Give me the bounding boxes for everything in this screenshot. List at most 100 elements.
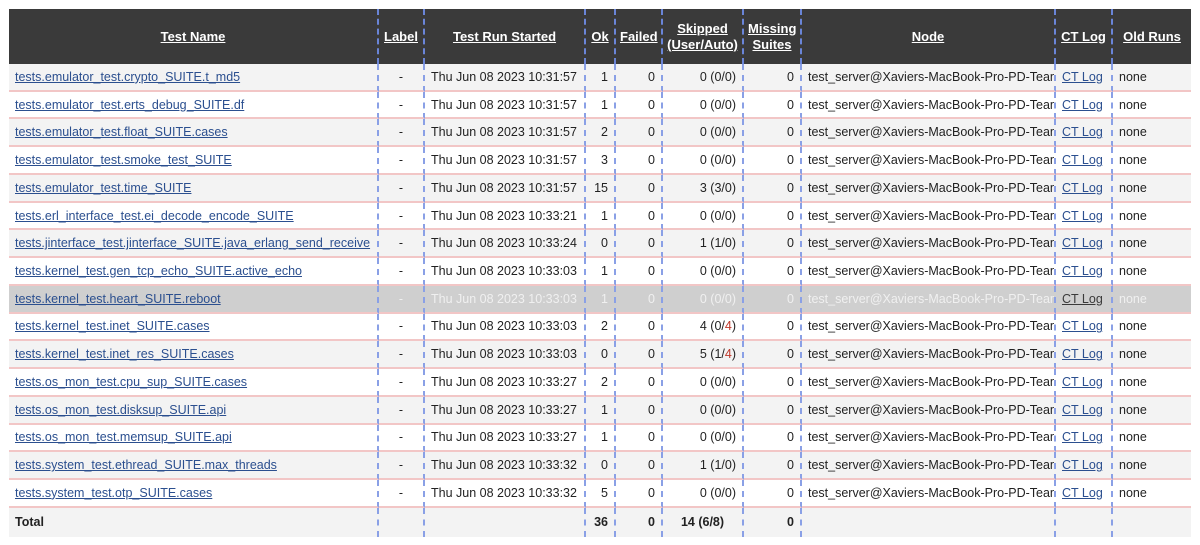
- col-header-skipped[interactable]: Skipped (User/Auto): [663, 9, 744, 64]
- ct-log-link[interactable]: CT Log: [1062, 264, 1103, 278]
- missing-cell: 0: [744, 424, 802, 453]
- node-cell: test_server@Xaviers-MacBook-Pro-PD-Team: [802, 91, 1056, 120]
- auto-skipped-value: 0: [724, 458, 732, 473]
- test-name-link[interactable]: tests.kernel_test.inet_SUITE.cases: [15, 319, 210, 334]
- failed-cell: 0: [616, 119, 663, 148]
- skipped-close: ): [731, 153, 736, 168]
- table-row[interactable]: tests.kernel_test.inet_SUITE.cases - Thu J…: [9, 313, 1191, 342]
- test-name-link[interactable]: tests.kernel_test.heart_SUITE.reboot: [15, 291, 221, 306]
- missing-cell: 0: [744, 91, 802, 120]
- table-row[interactable]: tests.os_mon_test.memsup_SUITE.api - Thu J…: [9, 424, 1191, 453]
- ct-log-link[interactable]: CT Log: [1062, 180, 1103, 195]
- col-header-label[interactable]: Label: [379, 9, 425, 64]
- ct-log-link[interactable]: CT Log: [1062, 319, 1103, 334]
- col-header-test-name[interactable]: Test Name: [9, 9, 379, 64]
- test-name-link[interactable]: tests.os_mon_test.cpu_sup_SUITE.cases: [15, 374, 248, 389]
- missing-header-line1: Missing: [748, 20, 797, 36]
- label-cell: -: [379, 341, 425, 370]
- test-name-link[interactable]: tests.jinterface_test.jinterface_SUITE.j…: [15, 236, 371, 251]
- col-header-ct-log[interactable]: CT Log: [1056, 9, 1113, 64]
- ok-cell: 2: [586, 119, 616, 148]
- started-cell: Thu Jun 08 2023 10:33:27: [425, 396, 586, 425]
- table-row[interactable]: tests.kernel_test.inet_res_SUITE.cases - T…: [9, 341, 1191, 370]
- test-name-link[interactable]: tests.emulator_test.time_SUITE: [15, 180, 192, 195]
- ct-log-link[interactable]: CT Log: [1062, 374, 1103, 389]
- table-row[interactable]: tests.emulator_test.erts_debug_SUITE.df -…: [9, 91, 1191, 120]
- test-name-link[interactable]: tests.os_mon_test.memsup_SUITE.api: [15, 430, 232, 445]
- ok-cell: 1: [586, 285, 616, 314]
- started-cell: Thu Jun 08 2023 10:33:03: [425, 258, 586, 286]
- test-name-link[interactable]: tests.emulator_test.erts_debug_SUITE.df: [15, 97, 245, 112]
- failed-cell: 0: [616, 258, 663, 286]
- table-row[interactable]: tests.emulator_test.crypto_SUITE.t_md5 - T…: [9, 64, 1191, 92]
- col-header-old-runs[interactable]: Old Runs: [1123, 28, 1181, 44]
- table-row[interactable]: tests.emulator_test.float_SUITE.cases - Th…: [9, 119, 1191, 148]
- node-cell: test_server@Xaviers-MacBook-Pro-PD-Team: [802, 119, 1056, 148]
- skipped-cell: 4 (0/4): [663, 313, 744, 342]
- test-name-link[interactable]: tests.erl_interface_test.ei_decode_encod…: [15, 208, 294, 223]
- table-row[interactable]: tests.emulator_test.time_SUITE - Thu Jun 0…: [9, 174, 1191, 203]
- node-cell: test_server@Xaviers-MacBook-Pro-PD-Team: [802, 396, 1056, 425]
- ct-log-link[interactable]: CT Log: [1062, 236, 1103, 251]
- skipped-value: 3 (3/: [699, 180, 725, 195]
- table-row[interactable]: tests.jinterface_test.jinterface_SUITE.j…: [9, 230, 1191, 259]
- test-name-link[interactable]: tests.system_test.otp_SUITE.cases: [15, 485, 213, 500]
- col-header-failed[interactable]: Failed: [616, 9, 663, 64]
- table-row[interactable]: tests.emulator_test.smoke_test_SUITE - Thu…: [9, 147, 1191, 175]
- ct-log-link[interactable]: CT Log: [1062, 402, 1103, 417]
- label-cell: -: [379, 396, 425, 425]
- skipped-close: ): [731, 319, 736, 334]
- table-row[interactable]: tests.os_mon_test.disksup_SUITE.api - Thu …: [9, 396, 1191, 425]
- table-row[interactable]: tests.kernel_test.heart_SUITE.reboot - Thu…: [9, 285, 1191, 314]
- test-name-link[interactable]: tests.system_test.ethread_SUITE.max_thre…: [15, 458, 277, 473]
- label-cell: -: [379, 480, 425, 508]
- ct-log-link[interactable]: CT Log: [1062, 208, 1103, 223]
- total-started-empty: [425, 507, 586, 537]
- ct-log-link[interactable]: CT Log: [1062, 125, 1103, 140]
- started-cell: Thu Jun 08 2023 10:33:27: [425, 424, 586, 453]
- test-name-link[interactable]: tests.os_mon_test.disksup_SUITE.api: [15, 402, 227, 417]
- col-header-ok[interactable]: Ok: [586, 9, 616, 64]
- ct-log-link[interactable]: CT Log: [1062, 291, 1103, 306]
- total-skipped: 14 (6/8): [663, 507, 744, 537]
- auto-skipped-value: 0: [724, 485, 732, 500]
- skipped-value: 4 (0/: [699, 319, 725, 334]
- failed-cell: 0: [616, 313, 663, 342]
- failed-cell: 0: [616, 480, 663, 508]
- auto-skipped-value: 0: [724, 208, 732, 223]
- ct-log-link[interactable]: CT Log: [1062, 458, 1103, 473]
- test-name-link[interactable]: tests.emulator_test.smoke_test_SUITE: [15, 153, 232, 168]
- ct-log-link[interactable]: CT Log: [1062, 153, 1103, 168]
- failed-cell: 0: [616, 91, 663, 120]
- ok-cell: 2: [586, 369, 616, 397]
- col-header-missing[interactable]: Missing Suites: [744, 9, 802, 64]
- col-header-started[interactable]: Test Run Started: [425, 9, 586, 64]
- skipped-value: 5 (1/: [699, 347, 725, 362]
- table-row[interactable]: tests.system_test.otp_SUITE.cases - Thu Ju…: [9, 480, 1191, 508]
- ct-log-link[interactable]: CT Log: [1062, 430, 1103, 445]
- ct-log-link[interactable]: CT Log: [1062, 97, 1103, 112]
- test-name-link[interactable]: tests.emulator_test.crypto_SUITE.t_md5: [15, 69, 241, 84]
- test-name-link[interactable]: tests.kernel_test.gen_tcp_echo_SUITE.act…: [15, 264, 302, 278]
- label-cell: -: [379, 313, 425, 342]
- test-name-link[interactable]: tests.emulator_test.float_SUITE.cases: [15, 125, 228, 140]
- ct-log-cell: CT Log: [1056, 174, 1113, 203]
- table-row[interactable]: tests.os_mon_test.cpu_sup_SUITE.cases - Th…: [9, 369, 1191, 397]
- started-cell: Thu Jun 08 2023 10:33:32: [425, 452, 586, 481]
- skipped-close: ): [731, 264, 736, 278]
- ct-log-link[interactable]: CT Log: [1062, 69, 1103, 84]
- ct-log-link[interactable]: CT Log: [1062, 485, 1103, 500]
- table-row[interactable]: tests.system_test.ethread_SUITE.max_thre…: [9, 452, 1191, 481]
- total-failed: 0: [616, 507, 663, 537]
- old-runs-cell: none: [1113, 369, 1191, 397]
- col-header-node[interactable]: Node: [802, 9, 1056, 64]
- started-cell: Thu Jun 08 2023 10:31:57: [425, 119, 586, 148]
- test-name-link[interactable]: tests.kernel_test.inet_res_SUITE.cases: [15, 347, 234, 362]
- old-runs-cell: none: [1113, 119, 1191, 148]
- table-row[interactable]: tests.kernel_test.gen_tcp_echo_SUITE.act…: [9, 258, 1191, 286]
- missing-header-line2: Suites: [752, 36, 792, 52]
- table-row[interactable]: tests.erl_interface_test.ei_decode_encod…: [9, 202, 1191, 231]
- ct-log-link[interactable]: CT Log: [1062, 347, 1103, 362]
- failed-cell: 0: [616, 369, 663, 397]
- skipped-close: ): [731, 402, 736, 417]
